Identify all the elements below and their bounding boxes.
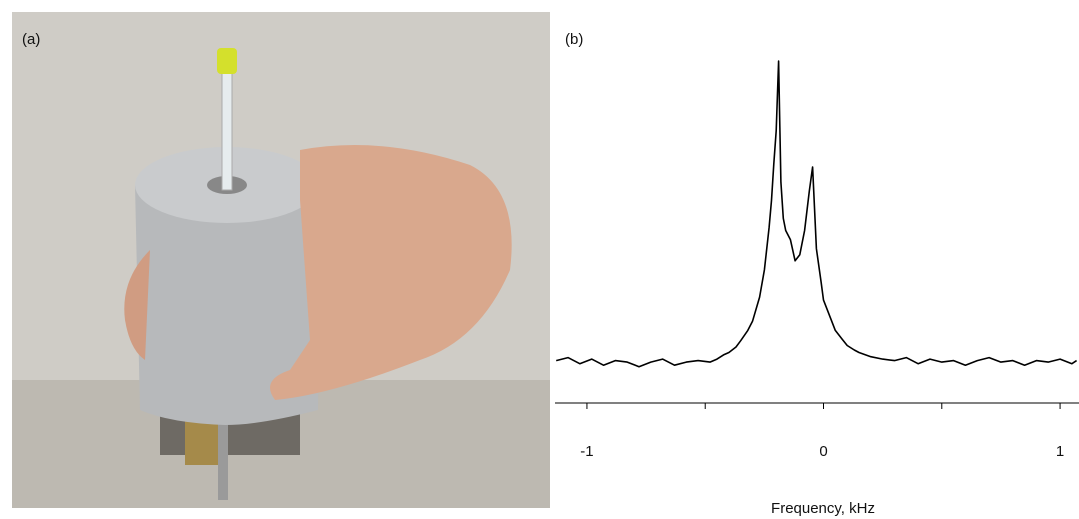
x-tick-label: 1 <box>1056 443 1064 460</box>
panel-label: (b) <box>565 31 583 48</box>
x-tick-label: -1 <box>580 443 593 460</box>
spectrum-line <box>556 60 1078 368</box>
panel-label: (a) <box>22 31 40 48</box>
photo <box>12 12 550 508</box>
x-axis-label: Frequency, kHz <box>771 500 875 517</box>
x-tick-label: 0 <box>819 443 827 460</box>
